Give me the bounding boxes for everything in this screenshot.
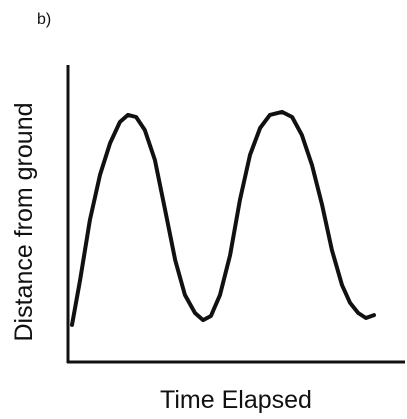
x-axis-label: Time Elapsed [160,386,312,414]
panel-label: b) [37,11,51,28]
y-axis-label: Distance from ground [10,102,38,341]
data-line [70,109,376,327]
